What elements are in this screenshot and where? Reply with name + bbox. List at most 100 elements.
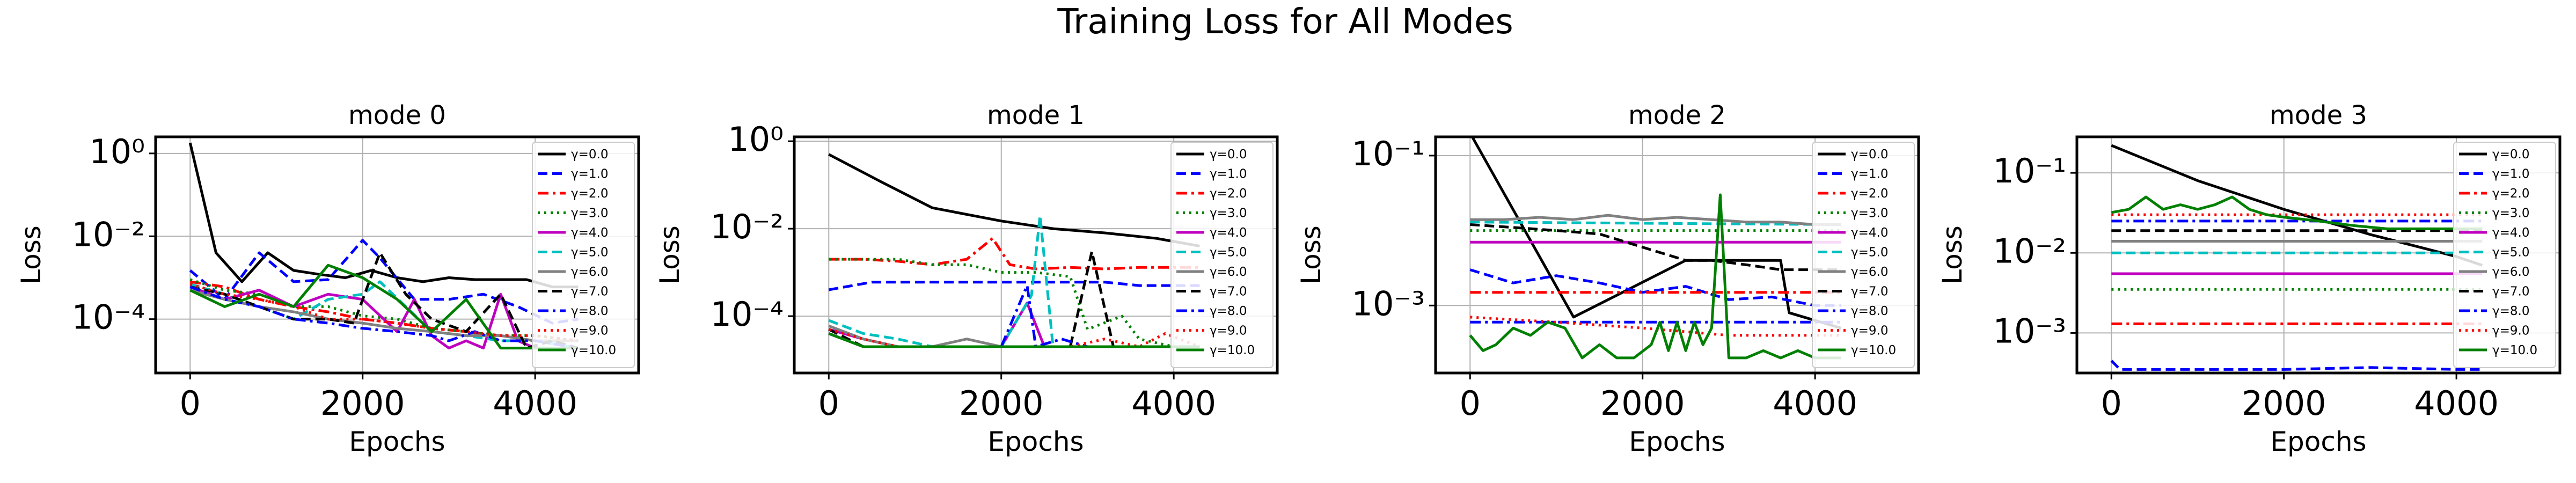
series-line [828, 332, 1200, 348]
series-line [828, 281, 1200, 291]
series-group [1469, 137, 1842, 360]
panel-3: 0 2000 4000 10⁻¹ 10⁻² 10⁻³ mode 3 Epochs Loss γ=0… [1937, 100, 2562, 457]
legend-box [1170, 142, 1274, 368]
x-tick-label: 4000 [493, 384, 577, 423]
legend-label: γ=3.0 [1210, 207, 1247, 221]
legend-label: γ=8.0 [1851, 304, 1888, 318]
legend-label: γ=8.0 [571, 304, 608, 318]
legend-label: γ=7.0 [1210, 285, 1247, 299]
legend-label: γ=7.0 [1851, 285, 1888, 299]
series-line [1470, 137, 1842, 330]
x-tick-label: 2000 [320, 384, 405, 423]
series-line [1469, 193, 1841, 360]
y-tick-label: 10⁻¹ [1993, 151, 2066, 191]
x-axis-label: Epochs [349, 426, 445, 457]
axes-frame [154, 135, 640, 375]
x-axis-label: Epochs [987, 426, 1084, 457]
legend-label: γ=6.0 [1210, 265, 1247, 279]
series-group [2110, 144, 2483, 371]
x-tick-label: 0 [1460, 384, 1481, 423]
series-line [189, 251, 579, 350]
series-line [1469, 268, 1841, 307]
legend-label: γ=9.0 [571, 324, 608, 338]
legend-label: γ=3.0 [2492, 207, 2529, 221]
panel-0: 0 2000 4000 10⁰ 10⁻² 10⁻⁴ mode 0 Epochs Loss γ=0.… [16, 100, 640, 457]
legend-label: γ=10.0 [2492, 343, 2537, 357]
series-group [188, 142, 579, 350]
legend-label: γ=9.0 [2492, 324, 2529, 338]
y-tick-label: 10⁻³ [1352, 284, 1425, 323]
y-axis-label: Loss [1937, 225, 1968, 284]
legend-box [1812, 142, 1915, 368]
series-line [1470, 223, 1841, 272]
series-line [189, 286, 579, 350]
series-line [189, 239, 579, 325]
series-line [2111, 195, 2483, 230]
x-tick-label: 2000 [1600, 384, 1685, 423]
legend: γ=0.0 γ=1.0 γ=2.0 γ=3.0 γ=4.0 γ=5.0 γ=6.0 γ=7.0… [2453, 142, 2556, 368]
legend-label: γ=1.0 [1210, 167, 1247, 181]
y-axis-label: Loss [16, 225, 47, 284]
x-axis-label: Epochs [2270, 426, 2366, 457]
y-tick-label: 10⁰ [89, 132, 145, 171]
legend: γ=0.0 γ=1.0 γ=2.0 γ=3.0 γ=4.0 γ=5.0 γ=6.0 γ=7.0… [1170, 142, 1274, 368]
series-line [1470, 316, 1841, 337]
legend-label: γ=2.0 [2492, 187, 2529, 201]
legend-label: γ=6.0 [2492, 265, 2529, 279]
series-line [189, 264, 579, 350]
legend-label: γ=0.0 [1851, 148, 1888, 162]
legend-label: γ=10.0 [1210, 343, 1255, 357]
legend-label: γ=3.0 [571, 207, 608, 221]
axes-frame [1434, 135, 1920, 375]
series-line [188, 142, 579, 289]
legend-label: γ=2.0 [571, 187, 608, 201]
series-line [189, 283, 579, 342]
x-tick-label: 4000 [2414, 384, 2499, 423]
panel-title: mode 3 [2270, 100, 2367, 130]
legend-label: γ=1.0 [1851, 167, 1888, 181]
x-tick-label: 0 [180, 384, 201, 423]
x-tick-label: 0 [818, 384, 839, 423]
figure-title: Training Loss for All Modes [1057, 2, 1513, 42]
y-tick-label: 10⁰ [728, 120, 784, 159]
y-tick-label: 10⁻⁴ [72, 298, 145, 337]
legend-label: γ=3.0 [1851, 207, 1888, 221]
y-tick-label: 10⁻⁴ [711, 295, 784, 334]
series-line [828, 214, 1200, 348]
legend-label: γ=2.0 [1210, 187, 1247, 201]
y-tick-label: 10⁻² [711, 207, 784, 246]
y-tick-label: 10⁻³ [1993, 311, 2066, 350]
legend-label: γ=7.0 [2492, 285, 2529, 299]
series-line [2110, 360, 2483, 371]
legend-label: γ=0.0 [1210, 148, 1247, 162]
series-line [1470, 214, 1841, 226]
legend-label: γ=7.0 [571, 285, 608, 299]
panel-title: mode 2 [1628, 100, 1726, 130]
legend-box [532, 142, 635, 368]
legend: γ=0.0 γ=1.0 γ=2.0 γ=3.0 γ=4.0 γ=5.0 γ=6.0 γ=7.0… [532, 142, 635, 368]
legend-label: γ=1.0 [571, 167, 608, 181]
legend-label: γ=10.0 [571, 343, 616, 357]
axes-frame [2075, 135, 2562, 375]
series-group [828, 153, 1201, 348]
panel-title: mode 1 [987, 100, 1085, 130]
y-axis-label: Loss [654, 225, 685, 284]
panel-1: 0 2000 4000 10⁰ 10⁻² 10⁻⁴ mode 1 Epochs Loss γ=0.… [654, 100, 1279, 457]
y-tick-label: 10⁻² [1993, 231, 2066, 270]
legend-label: γ=5.0 [571, 246, 608, 260]
series-line [828, 153, 1200, 247]
legend-label: γ=4.0 [1210, 226, 1247, 240]
legend-label: γ=10.0 [1851, 343, 1896, 357]
legend-label: γ=9.0 [1851, 324, 1888, 338]
legend-label: γ=5.0 [1851, 246, 1888, 260]
x-tick-label: 4000 [1131, 384, 1216, 423]
x-tick-label: 2000 [2242, 384, 2326, 423]
series-line [1470, 221, 1841, 226]
legend-label: γ=9.0 [1210, 324, 1247, 338]
legend-label: γ=6.0 [571, 265, 608, 279]
y-tick-label: 10⁻² [72, 215, 145, 254]
legend-label: γ=5.0 [2492, 246, 2529, 260]
legend-label: γ=4.0 [2492, 226, 2529, 240]
